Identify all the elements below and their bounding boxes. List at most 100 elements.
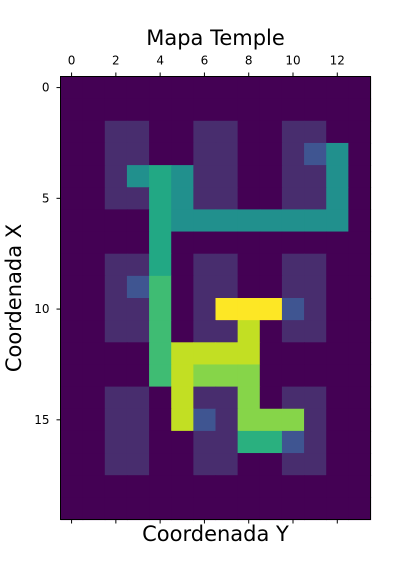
heatmap-cell — [348, 453, 372, 476]
heatmap-cell — [326, 453, 349, 476]
heatmap-cell — [215, 386, 239, 410]
heatmap-cell — [149, 342, 172, 366]
heatmap-cell — [149, 209, 172, 233]
heatmap-cell — [60, 386, 84, 410]
x-axis-label: Coordenada Y — [142, 522, 289, 546]
heatmap-cell — [304, 475, 327, 498]
heatmap-cell — [126, 298, 150, 321]
x-tick-label: 10 — [285, 54, 300, 68]
heatmap-cell — [149, 253, 172, 277]
plot-frame — [60, 76, 371, 520]
heatmap-cell — [171, 253, 194, 277]
heatmap-cell — [193, 253, 217, 277]
heatmap-cell — [215, 142, 239, 166]
heatmap-cell — [104, 142, 128, 166]
heatmap-cell — [149, 231, 172, 255]
heatmap-cell — [237, 187, 261, 210]
heatmap-cell — [348, 209, 372, 233]
heatmap-cell — [60, 453, 84, 476]
heatmap-cell — [104, 187, 128, 210]
heatmap-cell — [126, 475, 150, 498]
y-tick-label: 15 — [34, 413, 49, 427]
heatmap-cell — [104, 453, 128, 476]
heatmap-cell — [237, 76, 261, 100]
heatmap-cell — [281, 142, 305, 166]
heatmap-cell — [126, 275, 150, 299]
heatmap-cell — [237, 430, 261, 454]
heatmap-cell — [281, 253, 305, 277]
heatmap-cell — [149, 453, 172, 476]
heatmap-cell — [326, 342, 349, 366]
heatmap-cell — [149, 98, 172, 122]
heatmap-cell — [82, 364, 106, 388]
heatmap-cell — [60, 497, 84, 521]
heatmap-cell — [237, 364, 261, 388]
heatmap-cell — [326, 386, 349, 410]
heatmap-cell — [193, 475, 217, 498]
heatmap-cell — [126, 497, 150, 521]
heatmap-cell — [215, 120, 239, 144]
heatmap-cell — [281, 475, 305, 498]
heatmap-cell — [326, 497, 349, 521]
heatmap-cell — [82, 98, 106, 122]
heatmap-cell — [259, 187, 283, 210]
heatmap-cell — [104, 165, 128, 188]
x-tick-label: 2 — [112, 54, 120, 68]
heatmap-cell — [193, 231, 217, 255]
heatmap-cell — [82, 298, 106, 321]
heatmap-cell — [259, 209, 283, 233]
heatmap-cell — [104, 298, 128, 321]
heatmap-cell — [60, 430, 84, 454]
heatmap-cell — [171, 275, 194, 299]
heatmap-cell — [348, 76, 372, 100]
heatmap-cell — [149, 497, 172, 521]
heatmap-cell — [326, 430, 349, 454]
heatmap-cell — [326, 364, 349, 388]
heatmap-cell — [171, 342, 194, 366]
heatmap-cell — [259, 342, 283, 366]
heatmap-cell — [104, 98, 128, 122]
heatmap-cell — [60, 187, 84, 210]
heatmap-cell — [281, 98, 305, 122]
heatmap-cell — [237, 98, 261, 122]
heatmap-cell — [304, 209, 327, 233]
heatmap-cell — [348, 408, 372, 432]
heatmap-cell — [259, 120, 283, 144]
heatmap-cell — [304, 298, 327, 321]
heatmap-cell — [171, 142, 194, 166]
heatmap-cell — [82, 453, 106, 476]
heatmap-cell — [60, 120, 84, 144]
heatmap-cell — [193, 98, 217, 122]
heatmap-cell — [259, 298, 283, 321]
heatmap-cell — [326, 142, 349, 166]
y-tick-label: 0 — [42, 81, 50, 95]
heatmap-cell — [281, 430, 305, 454]
y-tick-label: 10 — [34, 302, 49, 316]
x-tick-label: 4 — [156, 54, 164, 68]
heatmap-cell — [259, 497, 283, 521]
heatmap-cell — [237, 342, 261, 366]
heatmap-cell — [259, 408, 283, 432]
heatmap-cell — [215, 342, 239, 366]
heatmap-cell — [104, 253, 128, 277]
heatmap-cell — [259, 253, 283, 277]
heatmap-cell — [281, 275, 305, 299]
heatmap-cell — [304, 275, 327, 299]
heatmap-cell — [281, 408, 305, 432]
heatmap-cell — [60, 298, 84, 321]
heatmap-cell — [348, 386, 372, 410]
heatmap-cell — [126, 209, 150, 233]
y-axis-ticks: 0 5 10 15 — [34, 81, 61, 427]
heatmap-cell — [237, 120, 261, 144]
heatmap-cell — [126, 98, 150, 122]
heatmap-cell — [171, 298, 194, 321]
heatmap-cell — [259, 475, 283, 498]
heatmap-cell — [215, 187, 239, 210]
heatmap-cell — [193, 120, 217, 144]
heatmap-cell — [60, 142, 84, 166]
heatmap-cell — [193, 364, 217, 388]
heatmap-cell — [82, 76, 106, 100]
heatmap-cell — [126, 231, 150, 255]
